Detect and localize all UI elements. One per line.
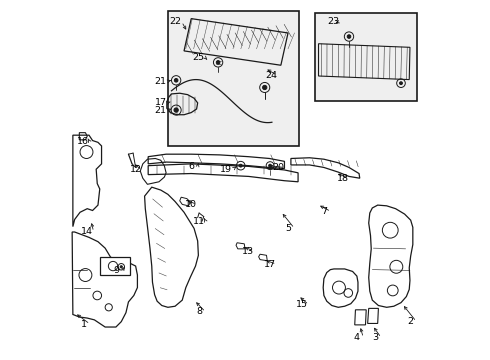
Circle shape bbox=[269, 164, 271, 167]
Text: 23: 23 bbox=[327, 17, 339, 26]
Text: 7: 7 bbox=[321, 207, 328, 216]
Bar bbox=[168, 12, 299, 146]
Circle shape bbox=[174, 78, 178, 82]
Text: 10: 10 bbox=[185, 200, 196, 209]
Bar bbox=[315, 13, 417, 101]
Bar bbox=[100, 257, 130, 275]
Text: 8: 8 bbox=[196, 307, 202, 316]
Text: 24: 24 bbox=[265, 71, 277, 80]
Text: 2: 2 bbox=[407, 317, 413, 326]
Text: 19: 19 bbox=[220, 165, 232, 174]
Text: 18: 18 bbox=[337, 174, 348, 183]
Text: 9: 9 bbox=[113, 266, 119, 275]
Circle shape bbox=[120, 266, 122, 268]
Text: 25: 25 bbox=[193, 53, 204, 62]
Circle shape bbox=[399, 82, 402, 85]
Text: 16: 16 bbox=[77, 137, 89, 146]
Text: 6: 6 bbox=[188, 162, 194, 171]
Text: 12: 12 bbox=[130, 166, 142, 175]
Text: 17: 17 bbox=[155, 98, 167, 107]
Circle shape bbox=[239, 164, 242, 167]
Text: 20: 20 bbox=[272, 163, 284, 172]
Circle shape bbox=[174, 108, 178, 112]
Text: 5: 5 bbox=[285, 224, 291, 233]
Text: 21: 21 bbox=[155, 105, 167, 114]
Text: 14: 14 bbox=[81, 228, 93, 237]
Text: 3: 3 bbox=[372, 333, 378, 342]
Circle shape bbox=[216, 60, 220, 64]
Text: 1: 1 bbox=[81, 320, 87, 329]
Circle shape bbox=[347, 35, 351, 39]
Text: 22: 22 bbox=[169, 17, 181, 26]
Text: 15: 15 bbox=[296, 300, 308, 309]
Text: 13: 13 bbox=[242, 247, 254, 256]
Circle shape bbox=[263, 85, 267, 90]
Text: 4: 4 bbox=[354, 333, 360, 342]
Text: 21: 21 bbox=[155, 77, 167, 86]
Text: 11: 11 bbox=[193, 217, 205, 226]
Text: 17: 17 bbox=[264, 260, 276, 269]
